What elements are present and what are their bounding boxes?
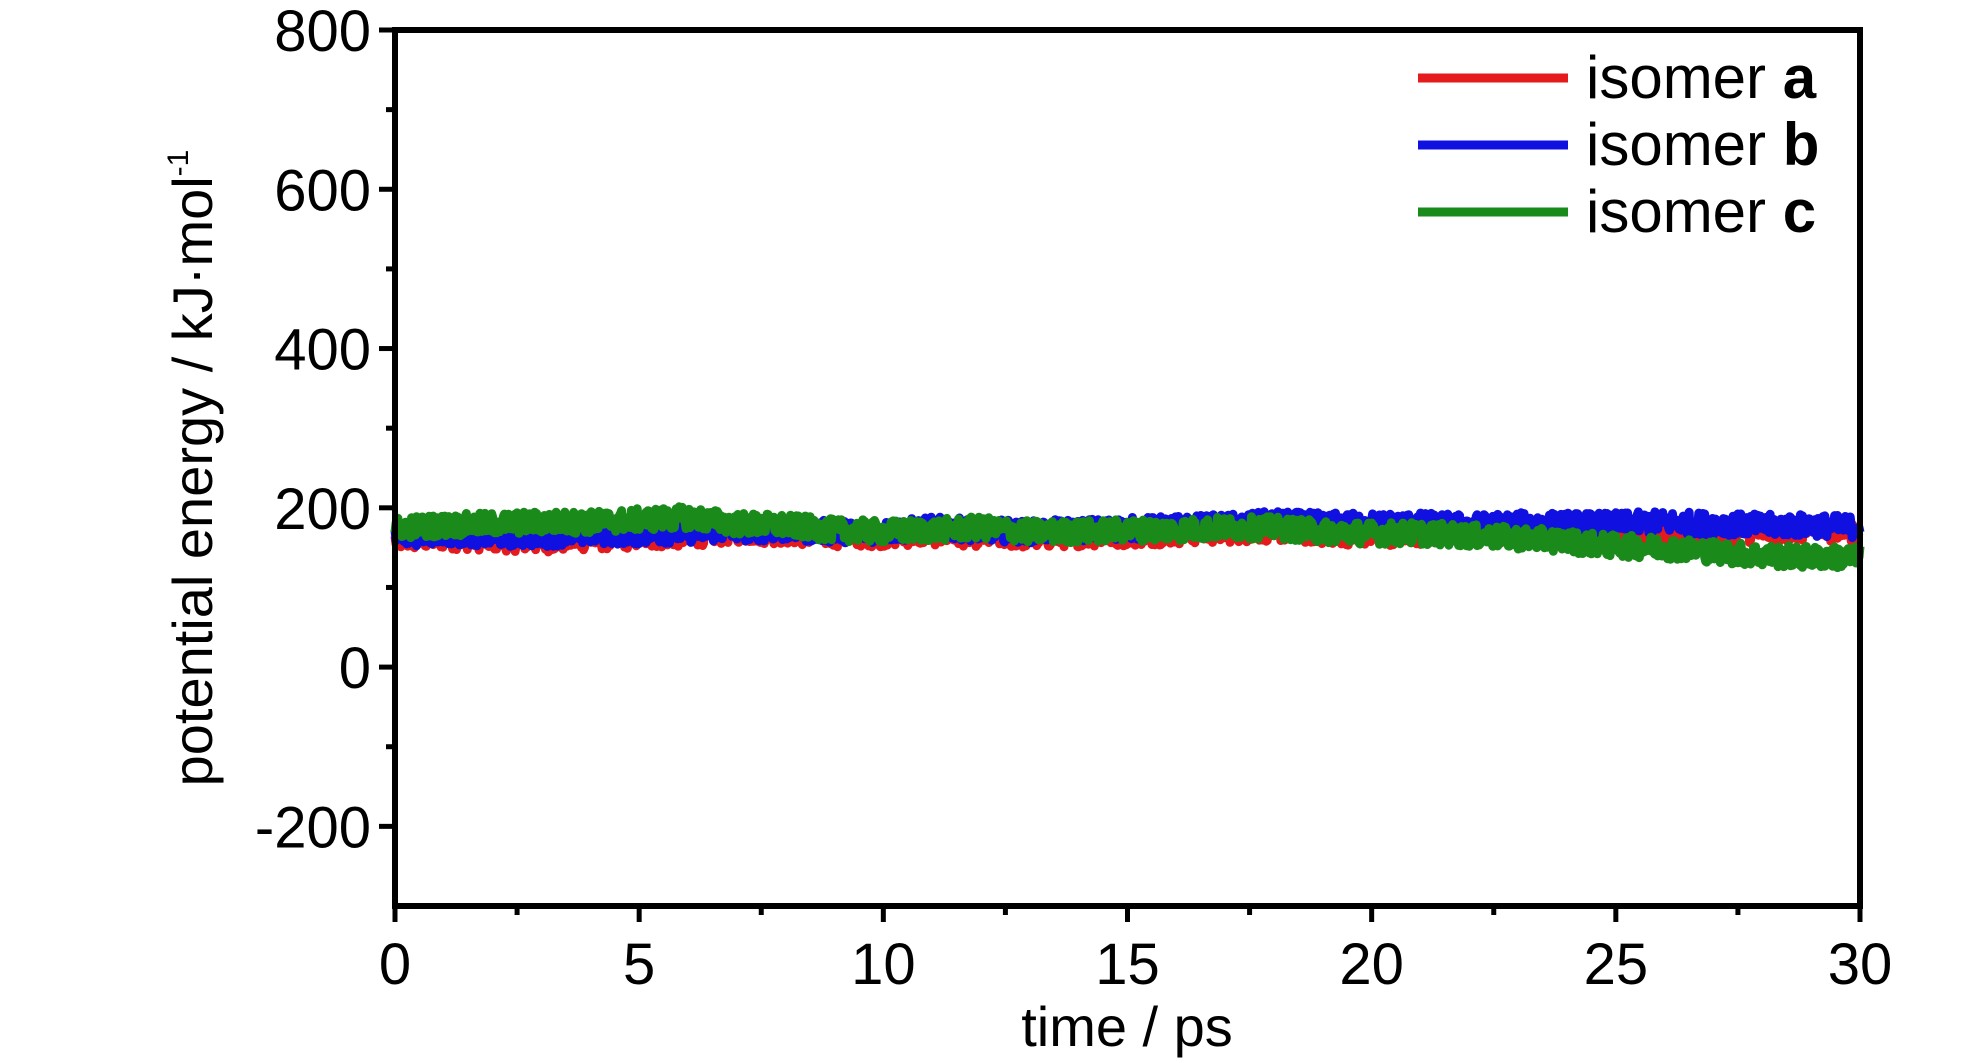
ticks-layer: [379, 27, 1863, 922]
x-tick-label: 5: [623, 932, 655, 997]
y-axis-title-main: potential energy / kJ·mol: [161, 176, 224, 786]
legend-label-c: isomer c: [1586, 178, 1816, 245]
x-tick-label: 30: [1828, 932, 1893, 997]
x-tick-label: 15: [1095, 932, 1160, 997]
legend-label-a: isomer a: [1586, 44, 1817, 111]
series-layer: [390, 502, 1865, 573]
legend-label-bold: c: [1783, 178, 1816, 245]
legend-label-bold: b: [1783, 111, 1820, 178]
y-tick-label: 600: [274, 158, 371, 223]
x-tick-label: 20: [1339, 932, 1404, 997]
y-tick-label: 800: [274, 0, 371, 64]
legend-label-b: isomer b: [1586, 111, 1819, 178]
x-tick-label: 10: [851, 932, 916, 997]
y-axis-title-superscript: -1: [162, 150, 195, 177]
y-tick-label: 400: [274, 318, 371, 383]
y-tick-label: 0: [339, 636, 371, 701]
legend-label-bold: a: [1783, 44, 1817, 111]
tick-labels-layer: 0 5 10 15 20 25 30 -200 0 200 400 600 800: [255, 0, 1892, 997]
x-tick-label: 0: [379, 932, 411, 997]
y-tick-label: -200: [255, 795, 371, 860]
legend-label-text: isomer: [1586, 44, 1766, 111]
x-tick-label: 25: [1584, 932, 1649, 997]
x-axis-title: time / ps: [1021, 995, 1233, 1058]
y-tick-label: 200: [274, 477, 371, 542]
series-line-c: [390, 502, 1865, 573]
y-axis-title: potential energy / kJ·mol-1: [161, 150, 224, 787]
legend-label-text: isomer: [1586, 178, 1766, 245]
legend-label-text: isomer: [1586, 111, 1766, 178]
